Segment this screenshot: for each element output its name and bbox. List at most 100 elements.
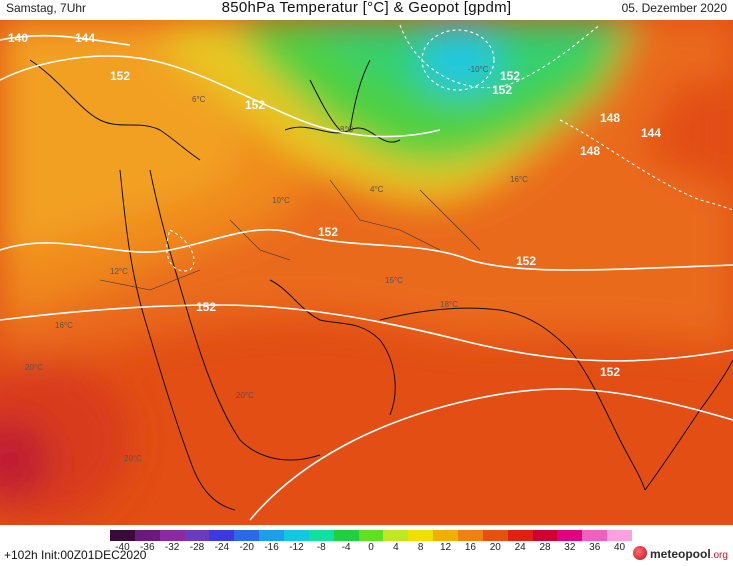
contour-144 bbox=[0, 34, 131, 46]
color-scale-segment bbox=[433, 530, 459, 541]
caspian-sea-shore bbox=[309, 59, 371, 131]
color-scale-segment bbox=[284, 530, 310, 541]
temp-label: 18°C bbox=[440, 300, 458, 309]
color-scale-segment bbox=[582, 530, 608, 541]
color-scale-segment bbox=[557, 530, 583, 541]
geopot-label: 144 bbox=[641, 126, 661, 140]
init-time: +102h Init:00Z01DEC2020 bbox=[4, 548, 147, 562]
temp-label: 20°C bbox=[25, 363, 43, 372]
geopot-label: 148 bbox=[580, 144, 600, 158]
color-scale-segment bbox=[134, 530, 161, 541]
map-footer: -40 -36 -32 -28 -24 -20 -16 -12 -8 -4 0 4 8 12 16 20 24 2… bbox=[0, 525, 733, 566]
color-scale-tick-label: -20 bbox=[239, 542, 254, 553]
color-scale-tick-label: 4 bbox=[393, 542, 399, 553]
india-west-coast bbox=[379, 307, 646, 491]
color-scale-tick-label: -40 bbox=[115, 542, 130, 553]
contour-154 bbox=[249, 388, 733, 521]
contour-152-south bbox=[0, 304, 733, 362]
mediterranean-coast bbox=[29, 59, 201, 161]
color-scale-tick-label: 8 bbox=[417, 542, 424, 553]
color-scale-tick-label: 0 bbox=[368, 542, 374, 553]
color-scale-tick-label: -28 bbox=[189, 542, 205, 553]
color-scale-segment bbox=[507, 530, 534, 541]
color-scale-ticks: -40 -36 -32 -28 -24 -20 -16 -12 -8 -4 0 4 8 12 16 20 24 2… bbox=[110, 542, 632, 554]
geopot-label: 152 bbox=[110, 69, 130, 83]
color-scale-tick-label: -4 bbox=[341, 542, 351, 553]
color-scale-segment bbox=[532, 530, 558, 541]
color-scale-segment bbox=[234, 530, 260, 541]
temperature-map-svg: 140 144 152 152 152 152 148 144 148 152 … bbox=[0, 20, 733, 525]
persian-gulf-coast bbox=[269, 279, 396, 416]
temp-label: 16°C bbox=[510, 175, 528, 184]
map-title: 850hPa Temperatur [°C] & Geopot [gpdm] bbox=[221, 0, 512, 16]
temp-label: -10°C bbox=[468, 65, 489, 74]
color-scale-tick-label: 12 bbox=[440, 542, 452, 553]
color-scale-segment bbox=[408, 530, 434, 541]
geopot-label: 144 bbox=[75, 31, 95, 45]
geopot-label: 152 bbox=[196, 300, 216, 314]
temp-label: 6°C bbox=[192, 95, 206, 104]
color-scale-tick-label: 36 bbox=[589, 542, 601, 553]
geopotential-labels: 140 144 152 152 152 152 148 144 148 152 … bbox=[8, 31, 661, 379]
isotherm-cold-core bbox=[421, 29, 495, 91]
geopot-label: 152 bbox=[245, 98, 265, 112]
color-scale-tick-label: -12 bbox=[289, 542, 304, 553]
coastlines bbox=[29, 59, 733, 511]
temp-label: 8°C bbox=[340, 125, 354, 134]
color-scale-tick-label: -8 bbox=[316, 542, 326, 553]
geopot-label: 140 bbox=[8, 31, 28, 45]
map-header: Samstag, 7Uhr 850hPa Temperatur [°C] & G… bbox=[0, 0, 733, 20]
valid-time: Samstag, 7Uhr bbox=[6, 1, 87, 15]
geopot-label: 152 bbox=[318, 225, 338, 239]
temperature-isotherms bbox=[166, 24, 733, 272]
contour-148 bbox=[0, 55, 441, 138]
color-scale-tick-label: 28 bbox=[539, 542, 551, 553]
color-scale-tick-label: 16 bbox=[464, 542, 476, 553]
color-scale-segment bbox=[184, 530, 210, 541]
color-scale-tick-label: -32 bbox=[164, 542, 180, 553]
logo-name: meteopool bbox=[650, 547, 711, 561]
contour-152-north bbox=[0, 228, 733, 271]
temperature-labels: -10°C 4°C 6°C 8°C 10°C 12°C 15°C 16°C 18… bbox=[25, 65, 528, 463]
red-sea-east-coast bbox=[149, 169, 321, 461]
map-date: 05. Dezember 2020 bbox=[621, 1, 727, 15]
color-scale-tick-label: -24 bbox=[214, 542, 230, 553]
temp-label: 20°C bbox=[236, 391, 254, 400]
red-sea-west-coast bbox=[119, 169, 236, 511]
logo-tld: .org bbox=[710, 550, 728, 561]
color-scale-segment bbox=[607, 530, 633, 541]
color-scale-tick-label: 20 bbox=[489, 542, 501, 553]
geopot-label: 152 bbox=[516, 254, 536, 268]
color-scale-segment bbox=[333, 530, 360, 541]
meteopool-logo[interactable]: meteopool.org bbox=[633, 544, 731, 564]
country-borders bbox=[99, 179, 481, 291]
color-scale bbox=[110, 530, 633, 541]
temp-label: 20°C bbox=[124, 454, 142, 463]
temp-label: 10°C bbox=[272, 196, 290, 205]
logo-ball-icon bbox=[633, 546, 647, 560]
temp-label: 15°C bbox=[385, 276, 403, 285]
geopot-label: 152 bbox=[500, 69, 520, 83]
temperature-field bbox=[0, 20, 733, 520]
geopot-label: 152 bbox=[492, 83, 512, 97]
temp-label: 12°C bbox=[110, 267, 128, 276]
geopotential-contours bbox=[0, 34, 733, 521]
isotherm-north bbox=[399, 24, 601, 89]
color-scale-segment bbox=[159, 530, 186, 541]
color-scale-tick-label: -36 bbox=[140, 542, 155, 553]
color-scale-tick-label: 32 bbox=[564, 542, 576, 553]
temp-label: 4°C bbox=[370, 185, 384, 194]
geopot-label: 152 bbox=[600, 365, 620, 379]
color-scale-segment bbox=[383, 530, 409, 541]
color-scale-segment bbox=[358, 530, 384, 541]
color-scale-tick-label: -16 bbox=[264, 542, 279, 553]
color-scale-segment bbox=[458, 530, 484, 541]
weather-map: 140 144 152 152 152 152 148 144 148 152 … bbox=[0, 20, 733, 525]
isotherm-loop bbox=[166, 229, 195, 272]
color-scale-segment bbox=[110, 530, 136, 541]
color-scale-tick-label: 40 bbox=[614, 542, 626, 553]
logo-wordmark: meteopool.org bbox=[650, 547, 728, 561]
color-scale-segment bbox=[209, 530, 235, 541]
color-scale-segment bbox=[308, 530, 335, 541]
geopot-label: 148 bbox=[600, 111, 620, 125]
